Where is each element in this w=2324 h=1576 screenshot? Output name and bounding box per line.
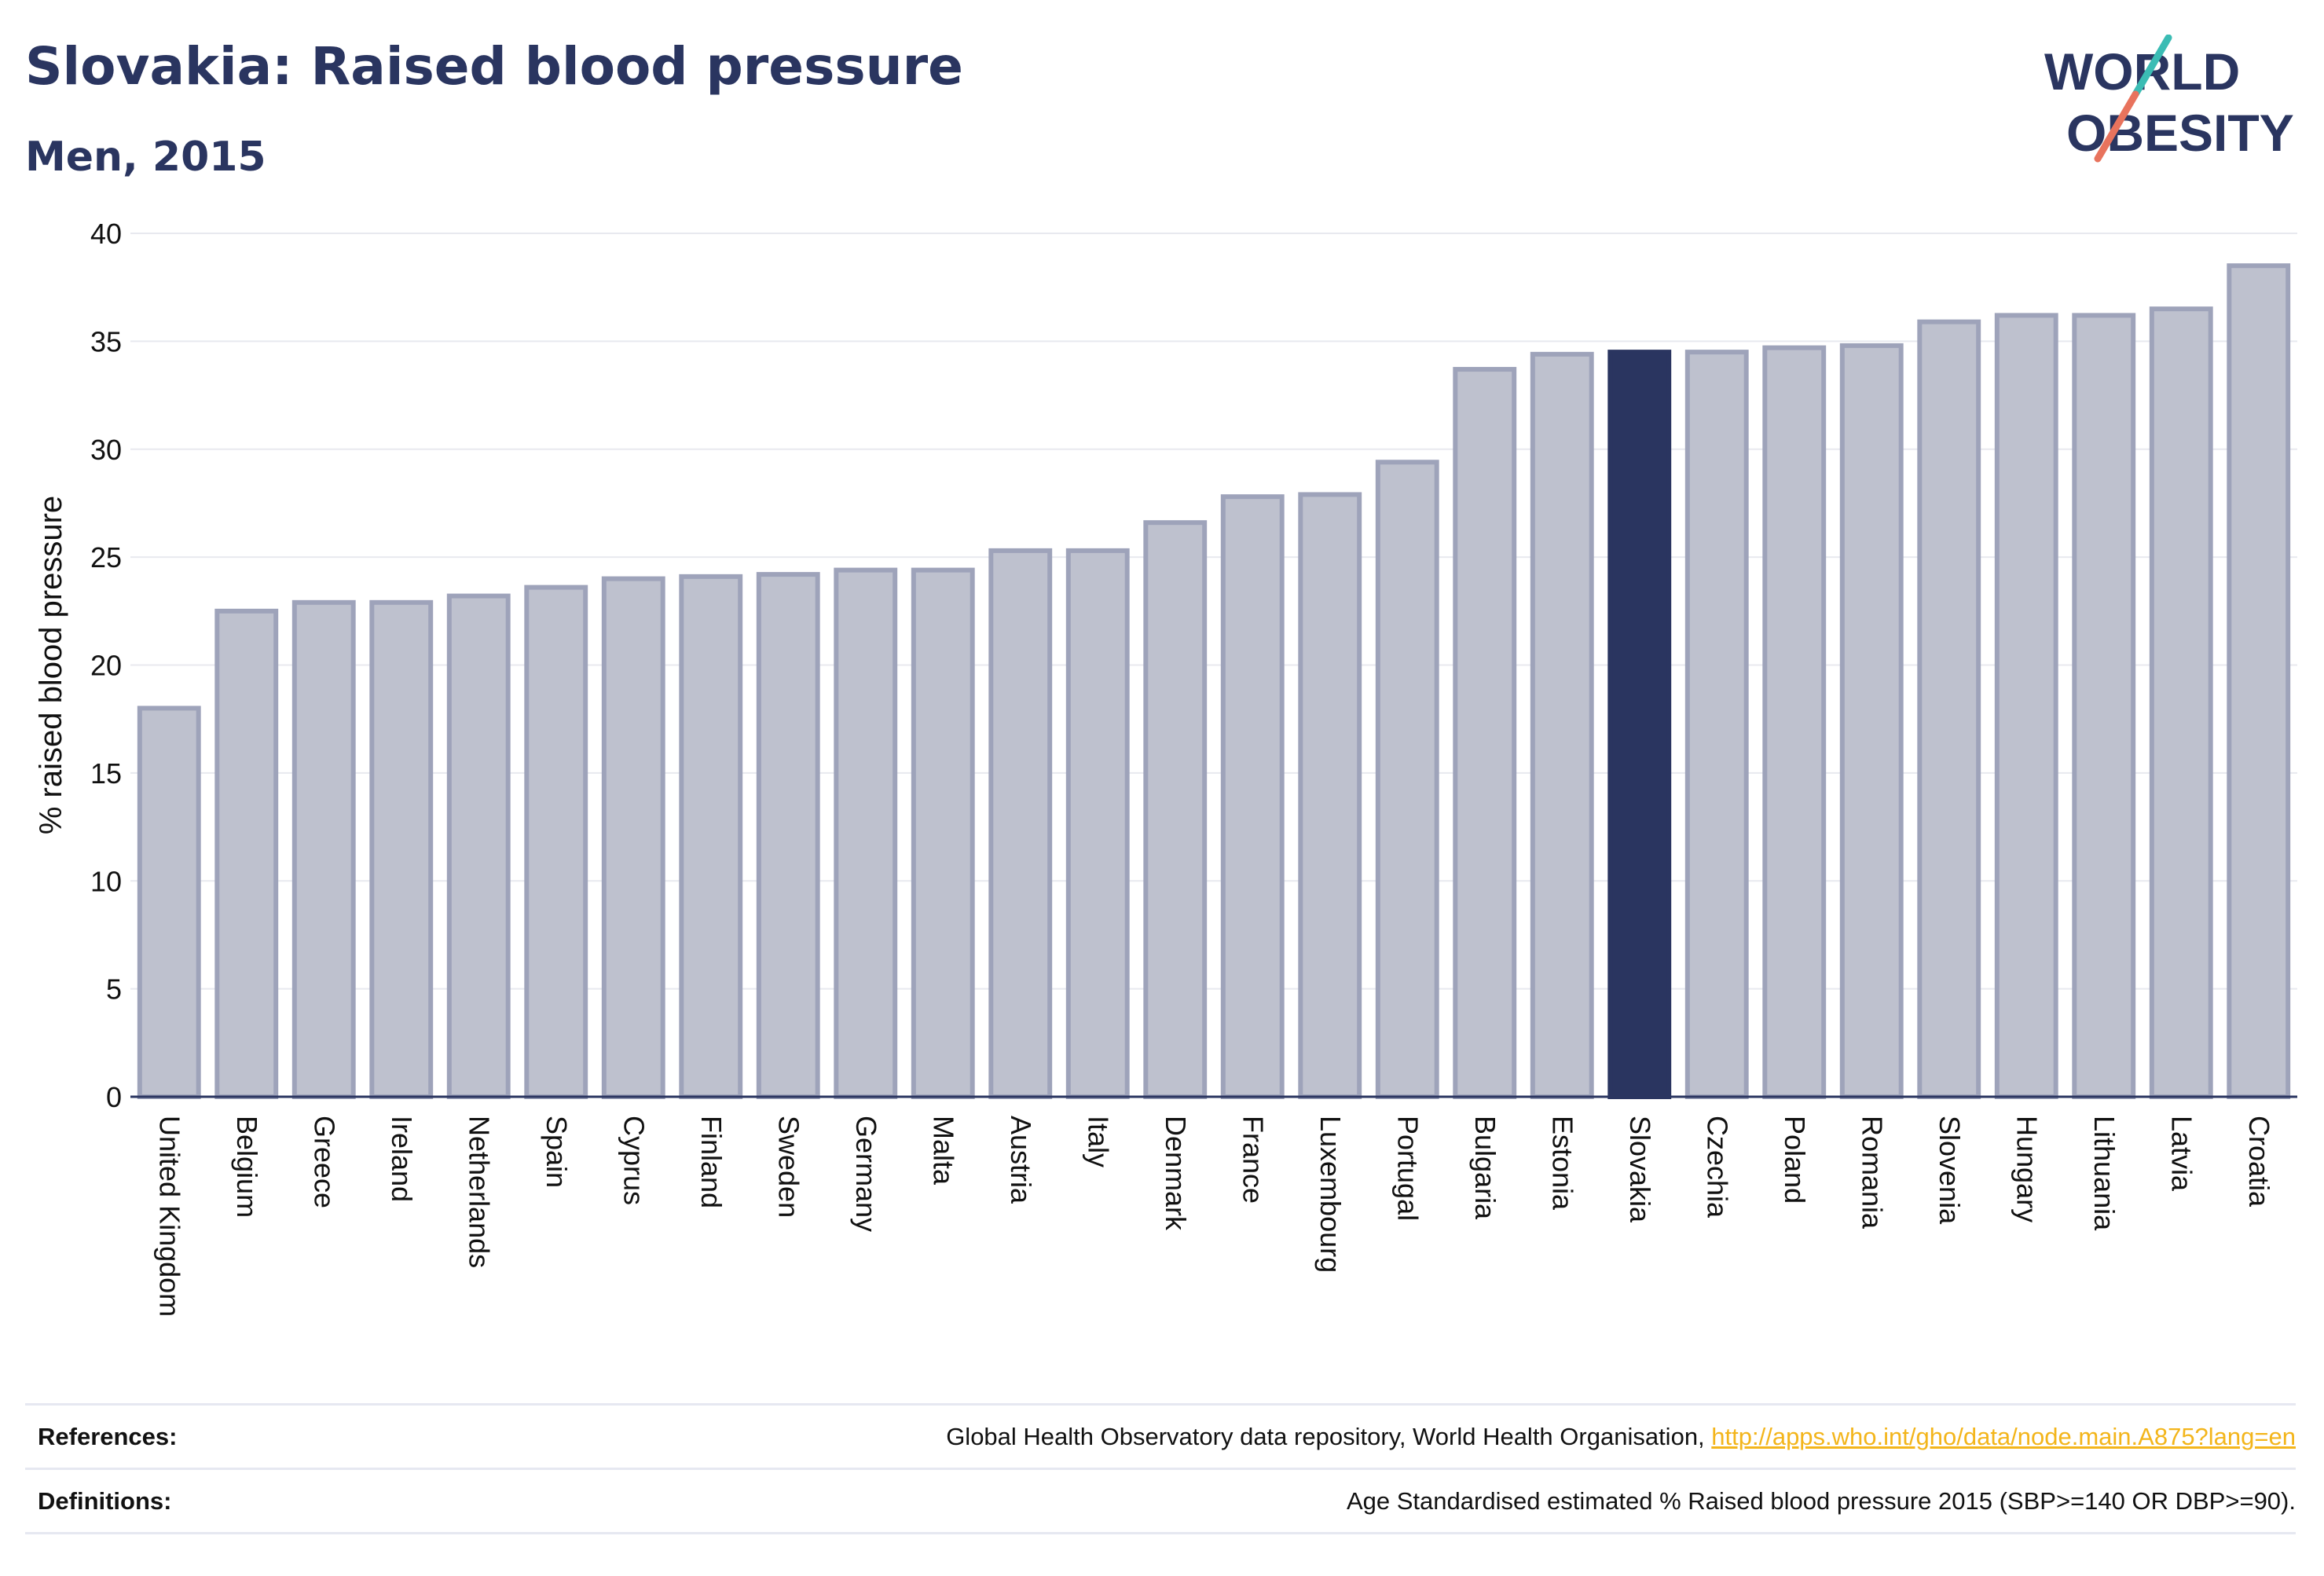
y-tick-label: 20 (90, 650, 122, 682)
x-tick-label: Estonia (1546, 1116, 1578, 1211)
bar-slovakia (1607, 350, 1672, 1099)
x-tick-label: Latvia (2165, 1116, 2198, 1192)
definitions-row: Definitions: Age Standardised estimated … (25, 1468, 2296, 1533)
x-tick-label: Slovakia (1624, 1116, 1656, 1223)
y-tick-label: 0 (106, 1081, 122, 1113)
bar-chart: 0 5 10 15 20 25 30 35 40 United Kingdom Belgium Gr… (34, 218, 2297, 1317)
world-obesity-logo: WORLD OBESITY (2044, 35, 2294, 163)
x-tick-label: Cyprus (618, 1116, 650, 1205)
bar-austria (988, 548, 1053, 1099)
x-tick-label: Spain (541, 1116, 573, 1188)
x-tick-label: Croatia (2243, 1116, 2275, 1208)
x-tick-label: United Kingdom (153, 1116, 185, 1317)
bar-france (1220, 494, 1285, 1099)
x-tick-label: Ireland (386, 1116, 418, 1202)
references-row: References: Global Health Observatory da… (25, 1403, 2296, 1468)
bar-finland (679, 574, 743, 1099)
bar-spain (524, 585, 588, 1099)
y-tick-label: 25 (90, 541, 122, 574)
x-tick-label: Slovenia (1934, 1116, 1966, 1225)
bar-lithuania (2072, 313, 2136, 1099)
chart-subtitle: Men, 2015 (25, 134, 266, 181)
bar-sweden (756, 572, 820, 1099)
definitions-label: Definitions: (38, 1487, 172, 1515)
bar-denmark (1143, 520, 1208, 1099)
logo-slash-coral (2094, 90, 2139, 163)
y-tick-label: 35 (90, 325, 122, 357)
bar-ireland (369, 599, 434, 1099)
chart-title: Slovakia: Raised blood pressure (25, 36, 963, 97)
logo-slash-teal (2132, 35, 2172, 98)
x-tick-label: Hungary (2011, 1116, 2043, 1222)
x-tick-label: Belgium (231, 1116, 263, 1218)
y-tick-label: 10 (90, 865, 122, 897)
bar-estonia (1530, 351, 1594, 1099)
x-tick-label: Netherlands (463, 1116, 495, 1268)
bars (137, 263, 2291, 1100)
y-tick-labels: 0 5 10 15 20 25 30 35 40 (90, 218, 122, 1113)
references-label: References: (38, 1423, 178, 1450)
references-value: Global Health Observatory data repositor… (946, 1423, 2296, 1451)
y-tick-label: 5 (106, 973, 122, 1006)
x-tick-label: Denmark (1160, 1116, 1192, 1231)
bar-united-kingdom (137, 706, 201, 1099)
bar-cyprus (601, 576, 665, 1099)
x-tick-label: Poland (1779, 1116, 1811, 1204)
x-tick-label: Greece (308, 1116, 340, 1208)
x-tick-label: Luxembourg (1314, 1116, 1347, 1273)
x-tick-label: Finland (695, 1116, 728, 1208)
bar-luxembourg (1298, 492, 1362, 1099)
bar-portugal (1375, 460, 1439, 1099)
bar-greece (291, 599, 356, 1099)
x-tick-label: France (1237, 1116, 1269, 1204)
bar-bulgaria (1453, 367, 1517, 1099)
x-tick-label: Austria (1005, 1116, 1037, 1204)
y-tick-label: 30 (90, 434, 122, 466)
bar-belgium (214, 608, 279, 1099)
bar-latvia (2149, 306, 2213, 1100)
bar-romania (1839, 343, 1904, 1099)
x-tick-label: Czechia (1701, 1116, 1733, 1219)
logo-line1: WORLD (2044, 42, 2240, 101)
x-tick-labels: United Kingdom Belgium Greece Ireland Nether… (153, 1116, 2275, 1317)
bar-croatia (2227, 263, 2291, 1099)
bar-czechia (1684, 350, 1749, 1099)
bar-italy (1065, 548, 1130, 1099)
x-tick-label: Germany (850, 1116, 882, 1232)
references-text: Global Health Observatory data repositor… (946, 1423, 1712, 1450)
bar-poland (1762, 345, 1827, 1099)
definitions-value: Age Standardised estimated % Raised bloo… (1346, 1487, 2296, 1515)
bar-netherlands (446, 593, 511, 1099)
bar-germany (834, 567, 898, 1099)
x-tick-label: Bulgaria (1469, 1116, 1501, 1220)
y-tick-label: 15 (90, 757, 122, 790)
references-link[interactable]: http://apps.who.int/gho/data/node.main.A… (1711, 1423, 2296, 1450)
x-tick-label: Italy (1082, 1116, 1114, 1167)
x-tick-label: Malta (927, 1116, 959, 1186)
x-tick-label: Portugal (1391, 1116, 1424, 1221)
bar-hungary (1994, 313, 2058, 1099)
footer-bottom-rule (25, 1532, 2296, 1534)
y-axis-label: % raised blood pressure (34, 496, 68, 834)
x-tick-label: Lithuania (2088, 1116, 2121, 1231)
bar-malta (911, 567, 975, 1099)
x-tick-label: Romania (1856, 1116, 1888, 1230)
bar-slovenia (1917, 319, 1981, 1099)
x-tick-label: Sweden (772, 1116, 805, 1218)
y-tick-label: 40 (90, 218, 122, 250)
